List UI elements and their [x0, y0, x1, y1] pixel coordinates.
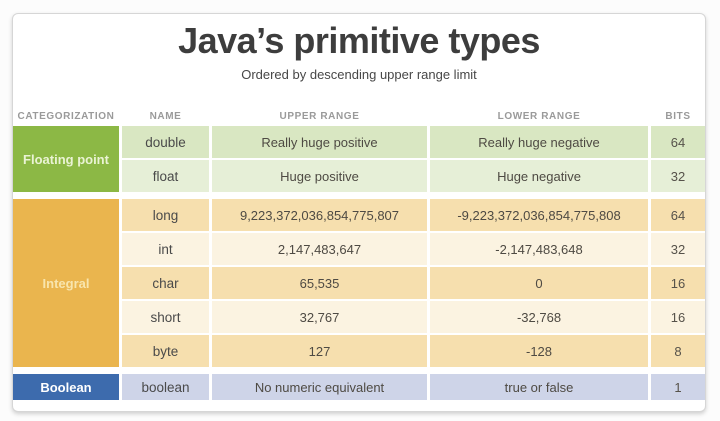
cell-bits: 64 — [651, 199, 705, 231]
cell-name: long — [122, 199, 209, 231]
page-subtitle: Ordered by descending upper range limit — [241, 67, 477, 82]
table-row-char: char 65,535 0 16 — [122, 267, 705, 299]
table-row-short: short 32,767 -32,768 16 — [122, 301, 705, 333]
category-cell-floating-point: Floating point — [13, 126, 119, 192]
cell-lower-range: -9,223,372,036,854,775,808 — [430, 199, 648, 231]
section-rows: long 9,223,372,036,854,775,807 -9,223,37… — [122, 199, 705, 367]
cell-name: float — [122, 160, 209, 192]
cell-name: double — [122, 126, 209, 158]
cell-lower-range: -2,147,483,648 — [430, 233, 648, 265]
section-floating-point: Floating point double Really huge positi… — [13, 126, 705, 192]
cell-upper-range: 65,535 — [212, 267, 427, 299]
cell-upper-range: 2,147,483,647 — [212, 233, 427, 265]
cell-upper-range: 127 — [212, 335, 427, 367]
cell-bits: 1 — [651, 374, 705, 400]
cell-upper-range: Really huge positive — [212, 126, 427, 158]
column-header-name: NAME — [149, 110, 182, 122]
cell-bits: 8 — [651, 335, 705, 367]
cell-bits: 32 — [651, 233, 705, 265]
cell-name: int — [122, 233, 209, 265]
category-cell-boolean: Boolean — [13, 374, 119, 400]
cell-upper-range: 32,767 — [212, 301, 427, 333]
column-header-bits: BITS — [665, 110, 691, 122]
cell-lower-range: Huge negative — [430, 160, 648, 192]
cell-bits: 16 — [651, 267, 705, 299]
table-row-long: long 9,223,372,036,854,775,807 -9,223,37… — [122, 199, 705, 231]
table-row-int: int 2,147,483,647 -2,147,483,648 32 — [122, 233, 705, 265]
cell-lower-range: true or false — [430, 374, 648, 400]
table-header-row: CATEGORIZATION NAME UPPER RANGE LOWER RA… — [13, 106, 705, 126]
cell-name: char — [122, 267, 209, 299]
infographic-card: Java’s primitive types Ordered by descen… — [12, 13, 706, 412]
cell-name: byte — [122, 335, 209, 367]
table-row-double: double Really huge positive Really huge … — [122, 126, 705, 158]
cell-name: short — [122, 301, 209, 333]
cell-upper-range: 9,223,372,036,854,775,807 — [212, 199, 427, 231]
cell-name: boolean — [122, 374, 209, 400]
cell-upper-range: Huge positive — [212, 160, 427, 192]
table-row-float: float Huge positive Huge negative 32 — [122, 160, 705, 192]
cell-bits: 16 — [651, 301, 705, 333]
cell-bits: 32 — [651, 160, 705, 192]
section-integral: Integral long 9,223,372,036,854,775,807 … — [13, 199, 705, 367]
cell-lower-range: Really huge negative — [430, 126, 648, 158]
cell-lower-range: -128 — [430, 335, 648, 367]
column-header-upper-range: UPPER RANGE — [279, 110, 360, 122]
cell-lower-range: 0 — [430, 267, 648, 299]
table-row-byte: byte 127 -128 8 — [122, 335, 705, 367]
section-rows: double Really huge positive Really huge … — [122, 126, 705, 192]
category-cell-integral: Integral — [13, 199, 119, 367]
section-rows: boolean No numeric equivalent true or fa… — [122, 374, 705, 400]
cell-bits: 64 — [651, 126, 705, 158]
table-row-boolean: boolean No numeric equivalent true or fa… — [122, 374, 705, 400]
cell-upper-range: No numeric equivalent — [212, 374, 427, 400]
page-title: Java’s primitive types — [178, 20, 540, 61]
column-header-lower-range: LOWER RANGE — [497, 110, 581, 122]
column-header-categorization: CATEGORIZATION — [17, 110, 115, 122]
section-boolean: Boolean boolean No numeric equivalent tr… — [13, 374, 705, 400]
cell-lower-range: -32,768 — [430, 301, 648, 333]
